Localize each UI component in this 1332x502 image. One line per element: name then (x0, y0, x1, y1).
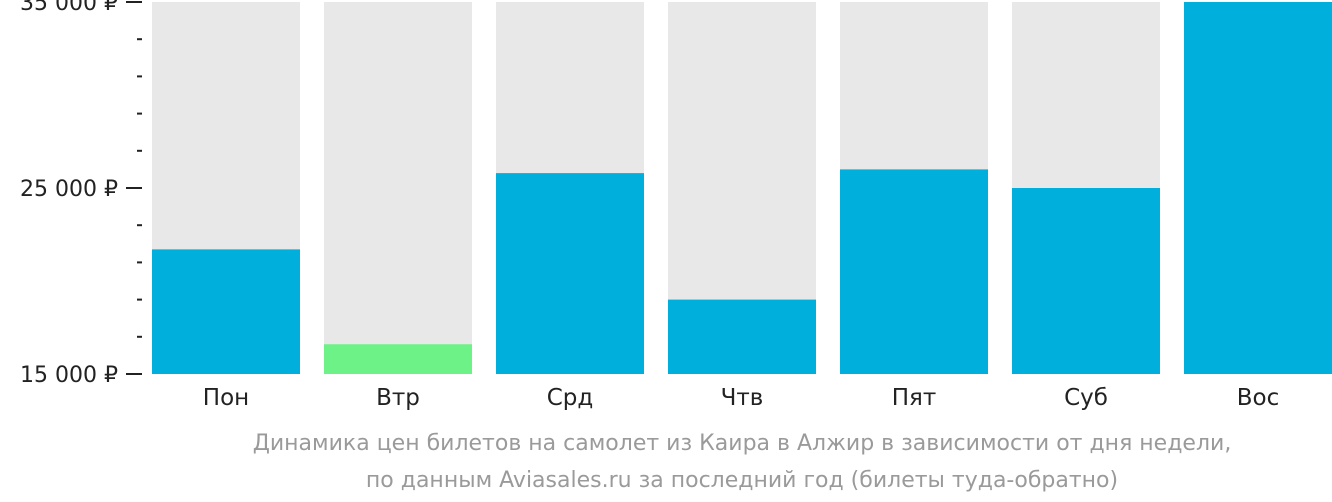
x-tick-label-5: Суб (1064, 385, 1108, 411)
x-tick-label-0: Пон (203, 385, 249, 411)
x-tick-label-6: Вос (1237, 385, 1280, 411)
bar-5 (1012, 188, 1160, 374)
bar-group (152, 2, 1332, 374)
bar-track-1 (324, 2, 472, 374)
y-tick-label-1: 25 000 ₽ (20, 177, 118, 202)
caption-line-1: Динамика цен билетов на самолет из Каира… (253, 431, 1232, 456)
bar-3 (668, 299, 816, 374)
y-tick-label-2: 15 000 ₽ (20, 363, 118, 388)
chart-caption: Динамика цен билетов на самолет из Каира… (253, 431, 1232, 493)
y-axis: 35 000 ₽ 25 000 ₽ 15 000 ₽ (20, 0, 142, 388)
bar-2 (496, 173, 644, 374)
y-tick-label-0: 35 000 ₽ (20, 0, 118, 16)
x-tick-label-1: Втр (376, 385, 420, 411)
bar-4 (840, 169, 988, 374)
x-axis-labels: Пон Втр Срд Чтв Пят Суб Вос (203, 385, 1279, 411)
x-tick-label-2: Срд (547, 385, 594, 411)
bar-1 (324, 344, 472, 374)
bar-0 (152, 249, 300, 374)
x-tick-label-4: Пят (892, 385, 937, 411)
caption-line-2: по данным Aviasales.ru за последний год … (366, 468, 1118, 493)
x-tick-label-3: Чтв (721, 385, 764, 411)
bar-6 (1184, 2, 1332, 374)
